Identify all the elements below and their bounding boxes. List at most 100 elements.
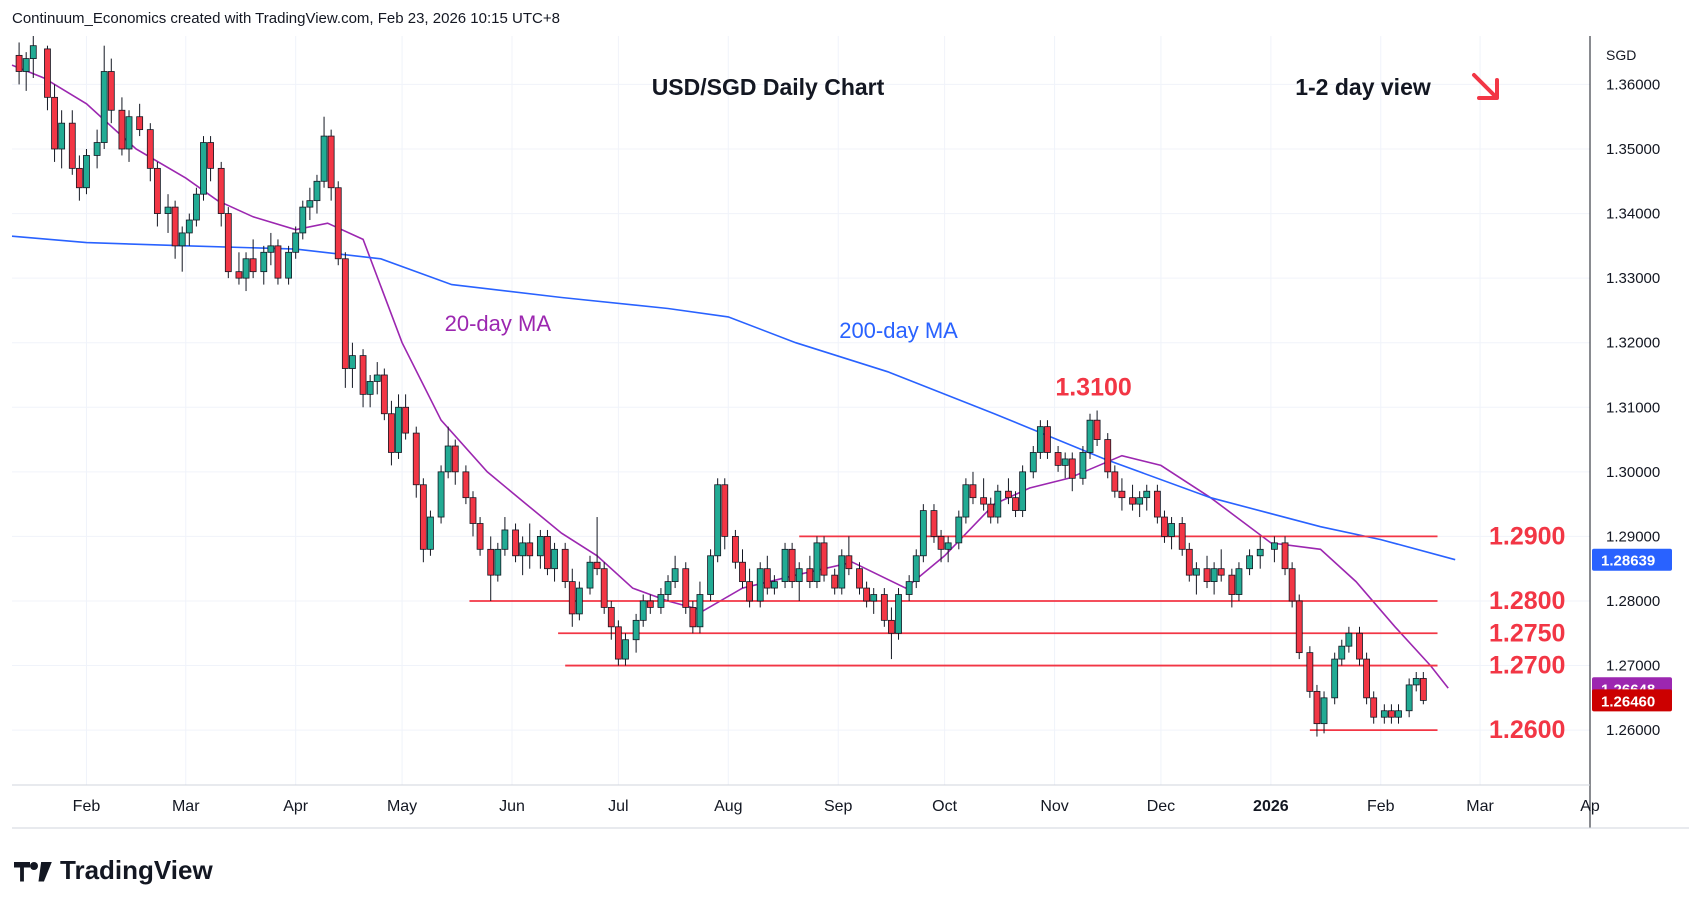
candle (100, 45, 108, 149)
candle (905, 575, 913, 601)
candle (349, 342, 356, 388)
candle-body (856, 568, 863, 589)
candle (987, 497, 995, 524)
candle-body (1256, 548, 1264, 557)
candle (863, 581, 871, 608)
candle (107, 58, 115, 124)
candle (1168, 517, 1175, 550)
candle (178, 226, 186, 272)
candle (1388, 704, 1395, 724)
x-tick-label: Jun (499, 798, 525, 815)
candle (845, 536, 853, 576)
candle (912, 549, 920, 589)
candle-body (1271, 542, 1278, 550)
candle (593, 517, 601, 576)
candle-body (1079, 452, 1087, 479)
candle-body (1331, 658, 1339, 699)
candle-body (494, 548, 502, 576)
candle-body (1313, 690, 1321, 725)
candle (22, 52, 30, 91)
candle-body (1086, 419, 1094, 453)
candle (51, 84, 58, 162)
y-tick-label: 1.29000 (1606, 528, 1660, 545)
candle (870, 588, 878, 614)
ma-line (11, 235, 1456, 561)
y-tick-label: 1.32000 (1606, 335, 1660, 352)
candle-body (320, 135, 328, 182)
candle-body (813, 542, 821, 583)
candle-body (1178, 523, 1186, 550)
candle-body (224, 213, 232, 273)
candle-body (1320, 697, 1328, 725)
candle-body (267, 245, 275, 253)
price-badge-text: 1.26460 (1601, 693, 1655, 710)
chart-credit: Continuum_Economics created with Trading… (12, 10, 560, 27)
annotation-label: 200-day MA (839, 318, 958, 343)
candle (944, 536, 952, 563)
candle-body (568, 581, 576, 615)
candle (1281, 536, 1289, 576)
candle-body (22, 58, 30, 72)
candle-body (1210, 568, 1218, 583)
candle (575, 581, 583, 621)
candle (313, 174, 321, 214)
candle (763, 555, 771, 595)
price-badge-box (1592, 548, 1672, 571)
candle-body (469, 497, 477, 524)
candle-body (880, 594, 888, 621)
candle (731, 529, 739, 569)
candle (888, 607, 895, 660)
candle-body (1356, 632, 1363, 660)
candle-body (969, 484, 977, 499)
candle (714, 478, 722, 563)
candle (1419, 672, 1427, 705)
candle-body (707, 555, 714, 595)
price-chart[interactable]: 1.2900 1.2800 1.2750 1.2700 1.2600 1.3100 20-… (0, 0, 1689, 840)
candle (1185, 542, 1193, 582)
candle (15, 42, 23, 85)
candle (536, 529, 544, 569)
candle (1061, 452, 1069, 479)
candle-body (171, 206, 179, 247)
x-tick-label: Oct (932, 798, 957, 815)
candle (721, 478, 729, 550)
tradingview-brand: TradingView (60, 855, 213, 885)
candle-body (501, 529, 509, 550)
candle-body (657, 594, 665, 608)
candle (1356, 626, 1363, 666)
candle-body (451, 445, 459, 473)
candle (607, 600, 615, 640)
candle-body (1161, 516, 1168, 537)
candle (171, 200, 179, 259)
x-tick-label: Nov (1040, 798, 1068, 815)
candle (427, 510, 434, 556)
candle (962, 478, 970, 524)
candle-body (146, 129, 154, 169)
candle (994, 484, 1002, 524)
candle-body (444, 445, 452, 473)
level-label: 1.2900 (1489, 522, 1565, 550)
candle-body (838, 555, 846, 589)
candles (15, 36, 1427, 737)
candle (632, 613, 640, 653)
candle-body (930, 510, 938, 537)
candle (1118, 478, 1126, 511)
candle-body (994, 490, 1002, 518)
candle (1210, 562, 1218, 595)
candle (1086, 413, 1094, 459)
price-badge-box (1592, 689, 1672, 712)
candle-body (600, 568, 608, 608)
candle (820, 536, 828, 582)
candle-body (1370, 697, 1378, 718)
down-right-arrow-icon (1472, 73, 1499, 100)
candle-body (373, 374, 381, 382)
candle (781, 542, 789, 589)
candle-body (1395, 710, 1402, 718)
candle-body (551, 548, 558, 570)
x-tick-label: Feb (1367, 798, 1395, 815)
candle-body (313, 180, 321, 202)
candle-body (1288, 568, 1296, 602)
candle (1178, 517, 1186, 556)
candle-body (487, 548, 495, 576)
tradingview-logo[interactable]: TradingView (14, 855, 213, 886)
